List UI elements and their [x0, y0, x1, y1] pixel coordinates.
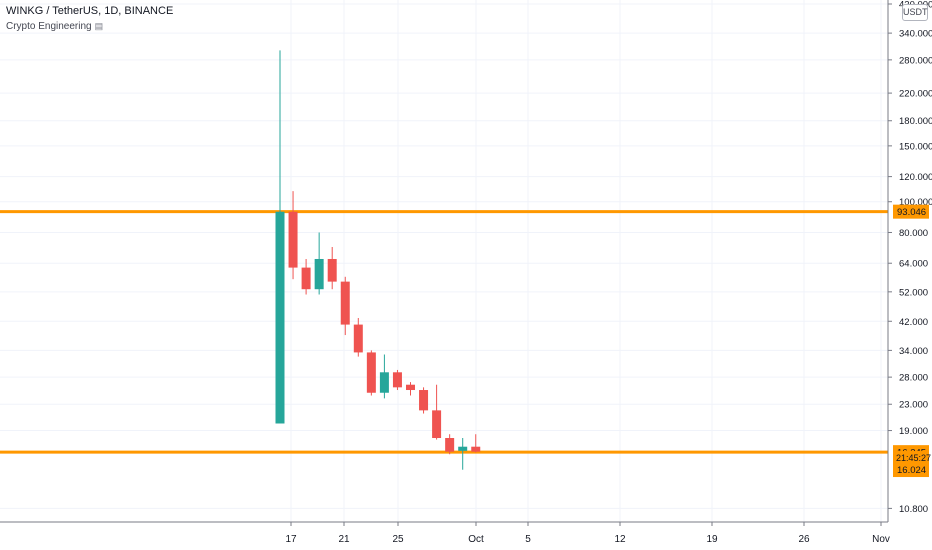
candle-body-down	[419, 390, 429, 411]
y-tick-label: 100.000	[899, 197, 932, 208]
x-tick-label: 5	[525, 534, 531, 545]
candle-body-up	[314, 258, 324, 290]
y-tick-label: 150.000	[899, 141, 932, 152]
candle-body-down	[445, 438, 455, 452]
candle-body-up	[458, 446, 468, 451]
x-tick-label: 19	[706, 534, 718, 545]
y-axis: 420.000340.000280.000220.000180.000150.0…	[887, 0, 932, 522]
y-tick-label: 10.800	[899, 504, 928, 515]
last-price-label: 16.024	[897, 465, 926, 476]
candle-body-down	[288, 211, 298, 268]
countdown-label: 21:45:27	[896, 453, 931, 463]
y-tick-label: 340.000	[899, 29, 932, 40]
candlestick-series	[275, 50, 481, 470]
y-tick-label: 120.000	[899, 172, 932, 183]
candle-body-down	[392, 372, 402, 388]
candle-body-up	[275, 211, 285, 424]
symbol-title-text: WINKG / TetherUS, 1D, BINANCE	[6, 5, 174, 17]
currency-button[interactable]: USDT	[902, 4, 928, 21]
x-tick-label: 21	[338, 534, 350, 545]
y-tick-label: 19.000	[899, 426, 928, 437]
candle-body-down	[301, 267, 311, 290]
y-tick-label: 80.000	[899, 228, 928, 239]
candle-body-down	[432, 410, 442, 439]
visibility-icon[interactable]: ▤	[94, 21, 104, 31]
candle-body-up	[379, 372, 389, 393]
indicator-title-text: Crypto Engineering	[6, 21, 92, 32]
y-tick-label: 28.000	[899, 373, 928, 384]
x-tick-label: 12	[614, 534, 626, 545]
y-tick-label: 220.000	[899, 89, 932, 100]
y-tick-label: 34.000	[899, 346, 928, 357]
candle-body-down	[366, 352, 376, 393]
horizontal-levels	[0, 210, 888, 454]
x-tick-label: 26	[798, 534, 810, 545]
y-tick-label: 64.000	[899, 259, 928, 270]
y-tick-label: 23.000	[899, 400, 928, 411]
level-badge	[893, 204, 929, 219]
chart-grid	[0, 0, 888, 522]
indicator-title[interactable]: Crypto Engineering ▤	[6, 21, 103, 32]
x-axis: 17 21 25 Oct 5 12 19 26 Nov	[0, 521, 890, 545]
candle-body-down	[327, 258, 337, 282]
candle-body-down	[340, 281, 350, 325]
level-badge-label: 93.046	[897, 207, 926, 218]
y-tick-label: 180.000	[899, 116, 932, 127]
candle-body-down	[471, 446, 481, 452]
x-tick-label: 25	[392, 534, 404, 545]
y-tick-label: 280.000	[899, 55, 932, 66]
symbol-title: WINKG / TetherUS, 1D, BINANCE	[6, 5, 173, 17]
candle-body-down	[353, 324, 363, 353]
last-price-badge	[893, 451, 929, 478]
x-tick-label: Oct	[468, 534, 484, 545]
candle-body-down	[406, 384, 415, 391]
y-tick-label: 52.000	[899, 287, 928, 298]
x-tick-label: 17	[285, 534, 297, 545]
y-tick-label: 42.000	[899, 317, 928, 328]
x-tick-label: Nov	[872, 534, 890, 545]
